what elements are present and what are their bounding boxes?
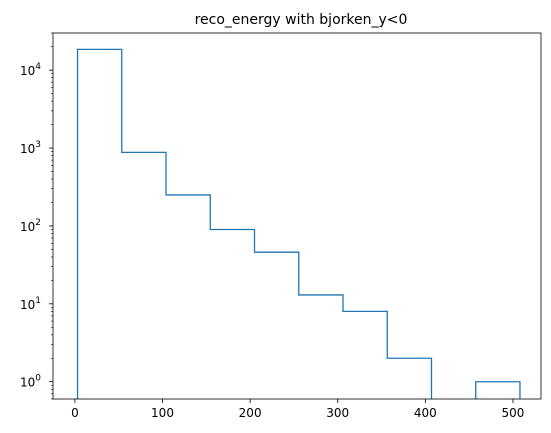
- histogram-bin: [78, 49, 122, 399]
- histogram-bin: [476, 382, 520, 399]
- axes: 0 100 200 300 400 500 100 101 102 103 104: [20, 32, 542, 420]
- histogram-bin: [255, 252, 299, 399]
- y-tick-label: 102: [20, 218, 41, 234]
- x-tick-label: 0: [71, 406, 79, 420]
- axes-frame: [52, 32, 542, 400]
- y-tick-label: 101: [20, 296, 41, 312]
- plot-area: [76, 48, 521, 399]
- histogram-bin: [166, 195, 210, 399]
- x-tick-label: 500: [502, 406, 525, 420]
- histogram-bin: [387, 358, 431, 399]
- x-tick-label: 400: [414, 406, 437, 420]
- y-tick-label: 103: [20, 140, 41, 156]
- chart-title: reco_energy with bjorken_y<0: [195, 12, 408, 28]
- histogram-step-1: [475, 381, 521, 399]
- x-tick-label: 300: [326, 406, 349, 420]
- histogram-bin: [299, 295, 343, 399]
- y-tick-label: 104: [20, 62, 41, 78]
- x-tick-label: 100: [151, 406, 174, 420]
- histogram-step-0: [76, 48, 433, 399]
- histogram-bin: [122, 152, 166, 399]
- x-tick-label: 200: [239, 406, 262, 420]
- histogram-bin: [210, 230, 254, 399]
- histogram-bin: [343, 311, 387, 399]
- y-tick-label: 100: [20, 374, 41, 390]
